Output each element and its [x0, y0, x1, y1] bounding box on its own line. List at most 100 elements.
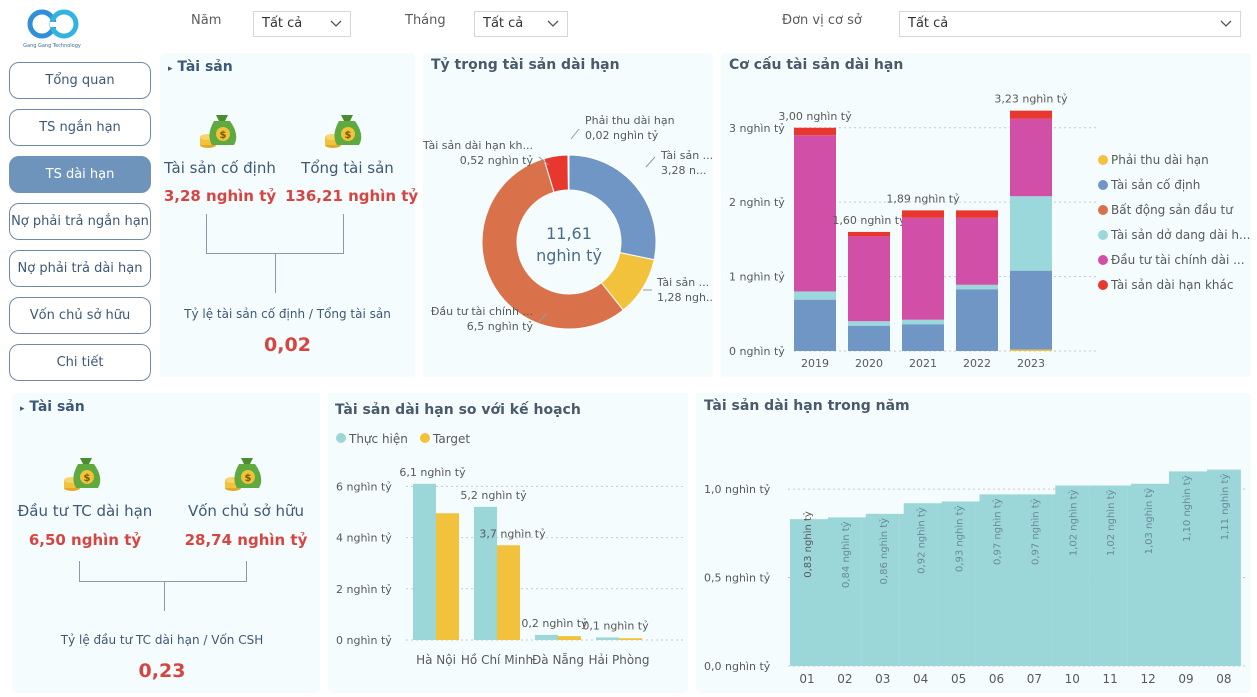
bar-data-label: 0,86 nghìn tỷ — [878, 518, 890, 585]
donut-leader-line — [570, 128, 580, 140]
ratio-label: Tỷ lệ tài sản cố định / Tổng tài sản — [184, 307, 391, 321]
y-tick-label: 6 nghìn tỷ — [336, 480, 392, 493]
card-title: ▸ Tài sản — [20, 399, 85, 415]
bar-data-label: 0,1 nghìn tỷ — [582, 619, 649, 632]
donut-slice — [481, 158, 624, 330]
kpi-label-fixed-assets: Tài sản cố định — [164, 159, 276, 177]
donut-slice — [567, 154, 570, 191]
bar-connector — [1165, 483, 1173, 666]
connector-line — [275, 253, 276, 293]
bar — [827, 517, 862, 666]
donut-slice — [568, 154, 657, 261]
donut-slice-name: Tài sản ... — [656, 276, 709, 289]
bar-total-label: 3,00 nghìn tỷ — [778, 110, 852, 123]
x-tick-label: 2022 — [963, 357, 991, 370]
nav-details[interactable]: Chi tiết — [9, 344, 151, 381]
bar — [413, 483, 436, 640]
nav-short-term-liabilities[interactable]: Nợ phải trả ngắn hạn — [9, 203, 151, 240]
bar-connector — [1202, 471, 1211, 666]
legend-marker — [336, 433, 346, 443]
bar-segment — [1010, 196, 1052, 271]
legend-label: Tài sản cố định — [1110, 178, 1200, 192]
y-tick-label: 2 nghìn tỷ — [336, 583, 392, 596]
kpi-value-lt-investment: 6,50 nghìn tỷ — [28, 531, 142, 549]
legend-marker — [1098, 205, 1108, 215]
y-tick-label: 4 nghìn tỷ — [336, 532, 392, 545]
kpi-value-total-assets: 136,21 nghìn tỷ — [285, 187, 419, 205]
chevron-down-icon — [1220, 20, 1232, 27]
legend-marker — [1098, 280, 1108, 290]
y-tick-label: 2 nghìn tỷ — [729, 196, 785, 209]
logo: Gang Gang Technology — [20, 8, 84, 52]
bar-segment — [848, 231, 890, 237]
bar-data-label: 0,97 nghìn tỷ — [1029, 498, 1041, 565]
filter-year-select[interactable]: Tất cả — [253, 11, 351, 37]
monthly-bar-panel: Tài sản dài hạn trong năm 0,0 nghìn tỷ 0,… — [696, 393, 1251, 693]
donut-slice-label: 0,02 nghìn tỷ — [585, 129, 659, 142]
donut-slice-name: Phải thu dài hạn — [585, 114, 675, 127]
connector-line — [164, 581, 165, 611]
donut-center-value: 11,61 — [546, 224, 592, 243]
bar-data-label: 6,1 nghìn tỷ — [399, 466, 466, 479]
x-tick-label: 06 — [989, 672, 1004, 686]
chart-title: Tài sản dài hạn trong năm — [704, 398, 910, 414]
logo-icon — [27, 9, 79, 39]
bar-data-label: 1,03 nghìn tỷ — [1143, 488, 1155, 555]
caret-right-icon: ▸ — [20, 404, 25, 414]
bar — [558, 636, 581, 640]
nav-long-term-assets[interactable]: TS dài hạn — [9, 156, 151, 193]
ratio-value: 0,02 — [264, 334, 311, 356]
bar-data-label: 1,02 nghìn tỷ — [1105, 489, 1117, 556]
connector-line — [79, 581, 247, 582]
bar-segment — [1010, 270, 1052, 350]
svg-text:$: $ — [245, 473, 252, 484]
y-tick-label: 0,0 nghìn tỷ — [704, 660, 771, 673]
x-tick-label: 05 — [951, 672, 966, 686]
nav-overview[interactable]: Tổng quan — [9, 62, 151, 99]
x-tick-label: Hải Phòng — [589, 653, 650, 667]
x-tick-label: 12 — [1140, 672, 1155, 686]
bar-segment — [902, 324, 944, 351]
chart-title: Cơ cấu tài sản dài hạn — [729, 57, 904, 73]
legend-label: Thực hiện — [348, 432, 408, 446]
bar-segment — [794, 299, 836, 351]
nav-equity[interactable]: Vốn chủ sở hữu — [9, 297, 151, 334]
legend-label: Tài sản dài hạn khác — [1110, 278, 1233, 292]
x-tick-label: 09 — [1178, 672, 1193, 686]
donut-leader-line — [538, 156, 550, 166]
x-tick-label: 2023 — [1017, 357, 1045, 370]
filter-year-label: Năm — [191, 13, 222, 28]
y-tick-label: 3 nghìn tỷ — [729, 122, 785, 135]
bar-data-label: 1,02 nghìn tỷ — [1067, 489, 1079, 556]
nav-long-term-liabilities[interactable]: Nợ phải trả dài hạn — [9, 250, 151, 287]
chart-title: Tài sản dài hạn so với kế hoạch — [335, 402, 581, 418]
filter-unit-select[interactable]: Tất cả — [899, 11, 1241, 37]
bar — [436, 513, 459, 640]
donut-slice-label: 0,52 nghìn tỷ — [460, 154, 534, 167]
legend-label: Bất động sản đầu tư — [1111, 203, 1234, 217]
x-tick-label: 03 — [875, 672, 890, 686]
bar-data-label: 5,2 nghìn tỷ — [460, 489, 527, 502]
x-tick-label: 08 — [1216, 672, 1231, 686]
bar — [903, 503, 938, 666]
bar — [535, 634, 558, 640]
bar-segment — [848, 236, 890, 322]
y-tick-label: 0,5 nghìn tỷ — [704, 572, 771, 585]
kpi-label-lt-investment: Đầu tư TC dài hạn — [17, 502, 153, 520]
svg-text:$: $ — [220, 130, 227, 141]
money-bag-icon: $ — [64, 458, 101, 491]
bar-data-label: 0,93 nghìn tỷ — [954, 505, 966, 572]
grouped-bar-chart: 0 nghìn tỷ 2 nghìn tỷ 4 nghìn tỷ 6 nghìn tỷ… — [336, 432, 683, 667]
bar — [1206, 469, 1241, 666]
donut-slice-name: Tài sản ... — [660, 149, 713, 162]
bar-connector — [1013, 494, 1022, 666]
filter-month-select[interactable]: Tất cả — [474, 11, 568, 37]
x-tick-label: Đà Nẵng — [532, 653, 584, 667]
plan-vs-actual-panel: Tài sản dài hạn so với kế hoạch 0 nghìn … — [328, 393, 688, 693]
x-tick-label: 07 — [1027, 672, 1042, 686]
filter-month-label: Tháng — [405, 13, 446, 28]
bar — [1017, 494, 1052, 666]
nav-short-term-assets[interactable]: TS ngắn hạn — [9, 109, 151, 146]
kpi-card-investment: ▸ Tài sản $ $ Đầu tư TC dài hạn 6,50 ngh… — [12, 393, 320, 693]
stacked-bar-chart: 0 nghìn tỷ 1 nghìn tỷ 2 nghìn tỷ 3 nghìn tỷ… — [729, 93, 1250, 370]
